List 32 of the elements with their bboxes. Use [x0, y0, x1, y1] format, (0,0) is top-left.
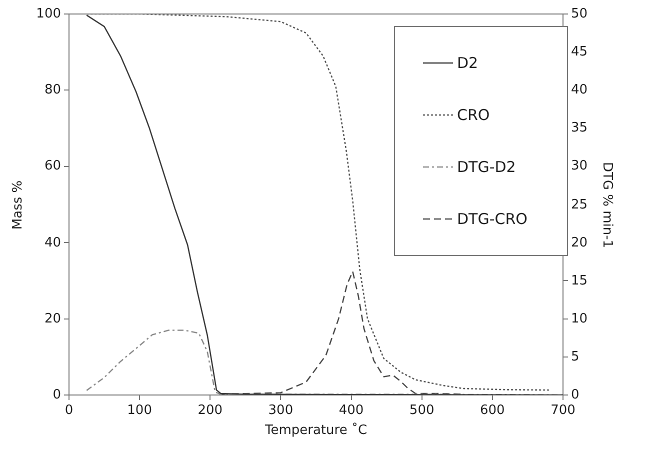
- x-tick-label: 700: [550, 403, 576, 418]
- x-tick-label: 0: [64, 403, 74, 418]
- y-tick-label: 20: [44, 311, 61, 326]
- y2-tick-label: 20: [571, 235, 588, 250]
- y-tick-label: 40: [44, 235, 61, 250]
- y2-tick-label: 40: [571, 82, 588, 98]
- y2-tick-label: 5: [571, 349, 580, 364]
- legend-label: DTG-CRO: [457, 210, 528, 228]
- y2-tick-label: 50: [571, 6, 588, 22]
- y2-tick-label: 35: [571, 120, 588, 136]
- y2-tick-label: 10: [571, 311, 588, 326]
- y-tick-label: 0: [52, 388, 61, 402]
- y2-tick-label: 25: [571, 197, 588, 212]
- y-axis-title: Mass %: [10, 180, 26, 230]
- y2-tick-label: 45: [571, 44, 588, 60]
- x-tick-label: 500: [409, 403, 434, 418]
- x-tick-label: 600: [480, 403, 505, 418]
- x-tick-label: 300: [268, 403, 294, 418]
- y2-tick-label: 0: [571, 388, 580, 402]
- y-tick-label: 80: [44, 82, 61, 98]
- y2-tick-label: 30: [571, 158, 588, 174]
- x-tick-label: 200: [198, 403, 223, 418]
- legend-label: DTG-D2: [457, 158, 516, 176]
- y2-tick-label: 15: [571, 273, 588, 288]
- y-tick-label: 60: [44, 158, 61, 174]
- legend-label: D2: [457, 54, 478, 72]
- x-tick-label: 400: [338, 403, 364, 418]
- y-tick-label: 100: [36, 6, 61, 22]
- legend-label: CRO: [457, 106, 490, 124]
- y2-axis-title: DTG % min-1: [600, 161, 614, 248]
- x-tick-label: 100: [127, 403, 152, 418]
- x-axis-title: Temperature ˚C: [264, 423, 368, 438]
